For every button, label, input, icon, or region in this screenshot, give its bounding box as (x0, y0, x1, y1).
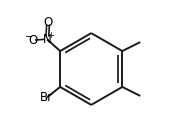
Text: O: O (28, 34, 37, 47)
Text: O: O (43, 16, 52, 29)
Text: +: + (48, 31, 54, 40)
Text: −: − (25, 32, 34, 42)
Text: N: N (43, 33, 52, 46)
Text: Br: Br (40, 91, 53, 104)
